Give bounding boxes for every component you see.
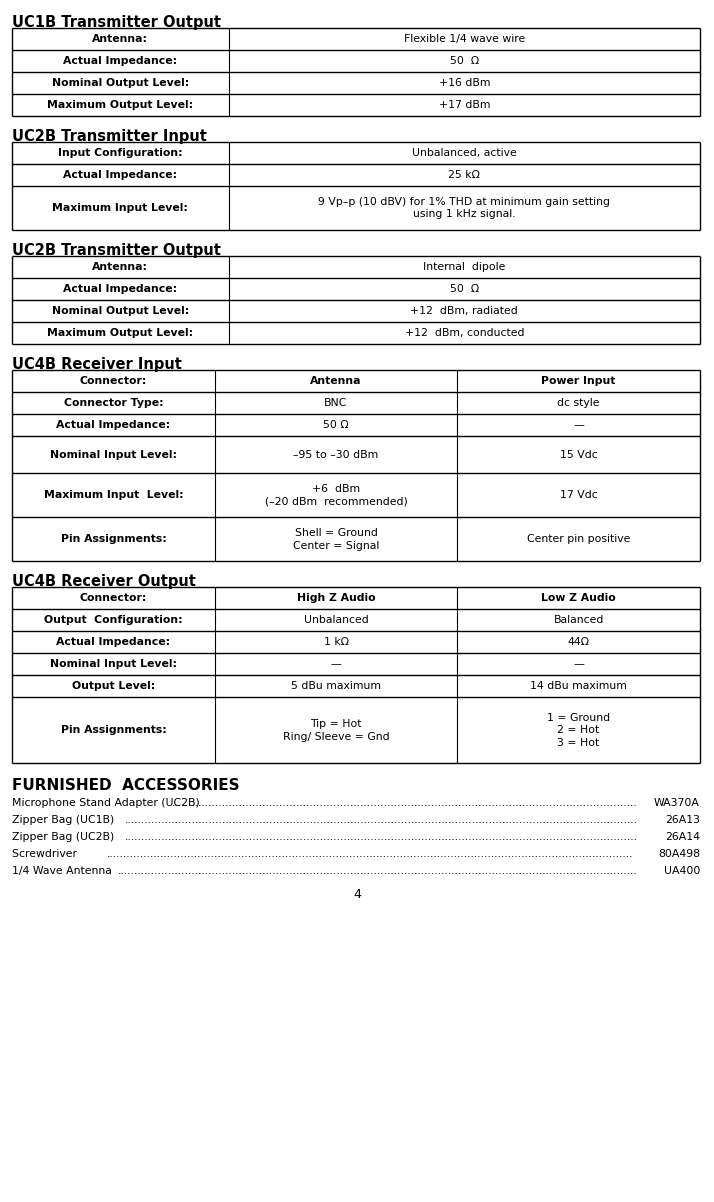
Text: Connector Type:: Connector Type: (64, 398, 164, 407)
Text: Power Input: Power Input (541, 376, 615, 386)
Text: Balanced: Balanced (553, 615, 604, 625)
Text: Maximum Input Level:: Maximum Input Level: (52, 203, 188, 213)
Text: Shell = Ground
Center = Signal: Shell = Ground Center = Signal (293, 528, 379, 551)
Text: 26A13: 26A13 (665, 815, 700, 825)
Text: UC2B Transmitter Input: UC2B Transmitter Input (12, 129, 207, 144)
Text: 44Ω: 44Ω (568, 637, 590, 648)
Text: Unbalanced, active: Unbalanced, active (412, 148, 517, 157)
Text: Maximum Output Level:: Maximum Output Level: (47, 100, 193, 111)
Text: 14 dBu maximum: 14 dBu maximum (530, 682, 627, 691)
Text: –95 to –30 dBm: –95 to –30 dBm (293, 450, 378, 459)
Text: —: — (573, 660, 584, 670)
Text: FURNISHED  ACCESSORIES: FURNISHED ACCESSORIES (12, 779, 240, 793)
Text: —: — (573, 419, 584, 430)
Text: Microphone Stand Adapter (UC2B): Microphone Stand Adapter (UC2B) (12, 798, 200, 808)
Text: Actual Impedance:: Actual Impedance: (64, 56, 177, 66)
Text: —: — (331, 660, 341, 670)
Text: dc style: dc style (558, 398, 600, 407)
Text: 50  Ω: 50 Ω (450, 56, 479, 66)
Text: Zipper Bag (UC2B): Zipper Bag (UC2B) (12, 832, 118, 841)
Text: Actual Impedance:: Actual Impedance: (56, 637, 171, 648)
Text: 1 kΩ: 1 kΩ (323, 637, 348, 648)
Text: Zipper Bag (UC1B): Zipper Bag (UC1B) (12, 815, 118, 825)
Text: +16 dBm: +16 dBm (438, 78, 490, 88)
Text: ................................................................................: ........................................… (118, 865, 638, 876)
Text: High Z Audio: High Z Audio (297, 594, 376, 603)
Text: 9 Vp–p (10 dBV) for 1% THD at minimum gain setting
using 1 kHz signal.: 9 Vp–p (10 dBV) for 1% THD at minimum ga… (318, 197, 610, 219)
Text: Flexible 1/4 wave wire: Flexible 1/4 wave wire (403, 34, 525, 44)
Text: UC2B Transmitter Output: UC2B Transmitter Output (12, 243, 221, 258)
Text: ................................................................................: ........................................… (125, 832, 638, 841)
Text: ................................................................................: ........................................… (125, 815, 638, 825)
Text: +17 dBm: +17 dBm (438, 100, 490, 111)
Text: Screwdriver: Screwdriver (12, 849, 84, 858)
Text: Antenna:: Antenna: (92, 34, 149, 44)
Text: 15 Vdc: 15 Vdc (560, 450, 598, 459)
Text: 50 Ω: 50 Ω (323, 419, 349, 430)
Text: 25 kΩ: 25 kΩ (448, 169, 481, 180)
Text: ................................................................................: ........................................… (106, 849, 633, 858)
Text: Low Z Audio: Low Z Audio (541, 594, 616, 603)
Text: Internal  dipole: Internal dipole (423, 262, 506, 272)
Text: 4: 4 (353, 888, 361, 902)
Text: ................................................................................: ........................................… (172, 798, 638, 808)
Text: WA370A: WA370A (654, 798, 700, 808)
Text: 17 Vdc: 17 Vdc (560, 490, 598, 500)
Text: Tip = Hot
Ring/ Sleeve = Gnd: Tip = Hot Ring/ Sleeve = Gnd (283, 719, 389, 742)
Text: Nominal Input Level:: Nominal Input Level: (50, 660, 177, 670)
Text: Actual Impedance:: Actual Impedance: (64, 169, 177, 180)
Text: 26A14: 26A14 (665, 832, 700, 841)
Text: Unbalanced: Unbalanced (303, 615, 368, 625)
Text: Output  Configuration:: Output Configuration: (44, 615, 183, 625)
Text: 1 = Ground
2 = Hot
3 = Hot: 1 = Ground 2 = Hot 3 = Hot (547, 713, 610, 748)
Text: BNC: BNC (324, 398, 348, 407)
Text: 1/4 Wave Antenna: 1/4 Wave Antenna (12, 865, 112, 876)
Text: Actual Impedance:: Actual Impedance: (64, 284, 177, 294)
Text: 50  Ω: 50 Ω (450, 284, 479, 294)
Text: +12  dBm, conducted: +12 dBm, conducted (405, 328, 524, 338)
Text: UC1B Transmitter Output: UC1B Transmitter Output (12, 14, 221, 30)
Text: +6  dBm
(–20 dBm  recommended): +6 dBm (–20 dBm recommended) (265, 484, 408, 506)
Text: +12  dBm, radiated: +12 dBm, radiated (411, 307, 518, 316)
Text: Nominal Input Level:: Nominal Input Level: (50, 450, 177, 459)
Text: Maximum Output Level:: Maximum Output Level: (47, 328, 193, 338)
Text: Pin Assignments:: Pin Assignments: (61, 535, 166, 545)
Text: Maximum Input  Level:: Maximum Input Level: (44, 490, 183, 500)
Text: Connector:: Connector: (80, 594, 147, 603)
Text: 80A498: 80A498 (658, 849, 700, 858)
Text: Actual Impedance:: Actual Impedance: (56, 419, 171, 430)
Text: Pin Assignments:: Pin Assignments: (61, 725, 166, 736)
Text: Nominal Output Level:: Nominal Output Level: (51, 78, 189, 88)
Text: 5 dBu maximum: 5 dBu maximum (291, 682, 381, 691)
Text: Connector:: Connector: (80, 376, 147, 386)
Text: Output Level:: Output Level: (72, 682, 155, 691)
Text: Antenna: Antenna (311, 376, 362, 386)
Text: UC4B Receiver Input: UC4B Receiver Input (12, 357, 182, 371)
Text: UC4B Receiver Output: UC4B Receiver Output (12, 575, 196, 589)
Text: Input Configuration:: Input Configuration: (58, 148, 183, 157)
Text: UA400: UA400 (663, 865, 700, 876)
Text: Antenna:: Antenna: (92, 262, 149, 272)
Text: Center pin positive: Center pin positive (527, 535, 630, 545)
Text: Nominal Output Level:: Nominal Output Level: (51, 307, 189, 316)
